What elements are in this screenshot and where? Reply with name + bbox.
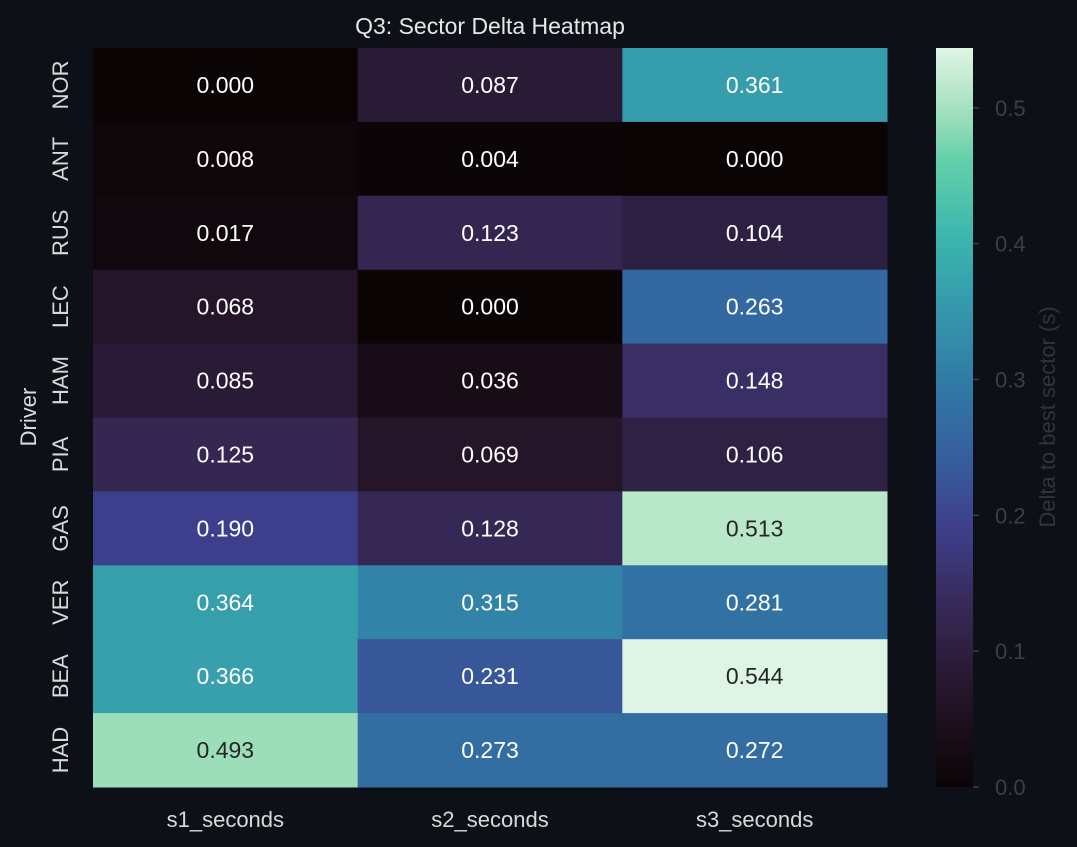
y-tick-label: HAM [48, 356, 73, 405]
cell-value-label: 0.544 [726, 663, 784, 689]
heatmap-cell [622, 639, 888, 714]
y-tick-label: NOR [48, 61, 73, 110]
heatmap-cell [357, 713, 623, 788]
y-tick-label: BEA [48, 654, 73, 698]
heatmap-cell [93, 121, 359, 197]
heatmap-cell [93, 491, 359, 566]
colorbar-tick-label: 0.3 [995, 367, 1026, 392]
cell-value-label: 0.125 [197, 441, 255, 467]
x-axis-ticks: s1_seconds s2_seconds s3_seconds [167, 807, 814, 832]
heatmap-cell [93, 48, 359, 123]
y-tick-label: HAD [48, 727, 73, 773]
colorbar-tick-label: 0.4 [995, 232, 1026, 257]
heatmap-cell [357, 565, 623, 640]
heatmap-cell [357, 48, 623, 123]
heatmap-cell [357, 639, 623, 714]
y-axis-ticks: NOR ANT RUS LEC HAM PIA GAS VER BEA HAD [48, 61, 73, 774]
cell-value-label: 0.000 [726, 146, 784, 172]
cell-value-label: 0.085 [197, 368, 255, 394]
colorbar-tick-label: 0.5 [995, 96, 1026, 121]
heatmap-cell [93, 565, 359, 640]
colorbar-ticks: 0.0 0.1 0.2 0.3 0.4 0.5 [973, 96, 1026, 800]
cell-value-label: 0.000 [461, 294, 519, 320]
x-tick-label: s1_seconds [167, 807, 284, 832]
y-axis-title: Driver [16, 388, 41, 447]
cell-value-label: 0.087 [461, 72, 519, 98]
cell-value-label: 0.128 [461, 515, 519, 541]
heatmap-cell [622, 491, 888, 566]
cell-value-label: 0.493 [197, 737, 255, 763]
heatmap-cell [93, 269, 359, 345]
cell-value-label: 0.364 [197, 589, 255, 615]
heatmap-cell [622, 565, 888, 640]
cell-value-label: 0.231 [461, 663, 519, 689]
cell-value-label: 0.513 [726, 515, 784, 541]
colorbar-tick-label: 0.0 [995, 775, 1026, 800]
heatmap-cell [357, 417, 623, 492]
y-tick-label: GAS [48, 505, 73, 551]
cell-value-label: 0.106 [726, 441, 784, 467]
y-tick-label: VER [48, 580, 73, 625]
heatmap-cell [93, 343, 359, 418]
y-tick-label: ANT [48, 137, 73, 181]
heatmap-cell [93, 417, 359, 492]
heatmap-cell [622, 713, 888, 788]
heatmap-cell [622, 195, 888, 271]
cell-value-label: 0.068 [197, 294, 255, 320]
x-tick-label: s2_seconds [431, 807, 548, 832]
heatmap-cell [93, 713, 359, 788]
y-tick-label: RUS [48, 210, 73, 256]
cell-value-label: 0.104 [726, 220, 784, 246]
heatmap-cell [622, 121, 888, 197]
heatmap-cell [357, 121, 623, 197]
cell-value-label: 0.190 [197, 515, 255, 541]
heatmap-cell [622, 269, 888, 345]
colorbar-label: Delta to best sector (s) [1035, 306, 1060, 527]
heatmap-cell [622, 343, 888, 418]
y-tick-label: PIA [48, 436, 73, 472]
colorbar-tick-label: 0.2 [995, 503, 1026, 528]
cell-value-label: 0.069 [461, 441, 519, 467]
cell-value-label: 0.036 [461, 368, 519, 394]
cell-value-label: 0.004 [461, 146, 519, 172]
cell-value-label: 0.123 [461, 220, 519, 246]
cell-value-label: 0.148 [726, 368, 784, 394]
x-tick-label: s3_seconds [696, 807, 813, 832]
cell-value-label: 0.272 [726, 737, 784, 763]
heatmap-cell [357, 491, 623, 566]
colorbar [936, 48, 973, 787]
heatmap-cells: 0.000 0.087 0.361 0.008 0.004 0.000 0.017 0.123… [93, 48, 888, 788]
cell-value-label: 0.281 [726, 589, 784, 615]
cell-value-label: 0.263 [726, 294, 784, 320]
heatmap-cell [357, 269, 623, 345]
colorbar-tick-label: 0.1 [995, 639, 1026, 664]
heatmap-cell [622, 417, 888, 492]
heatmap-cell [93, 195, 359, 271]
cell-value-label: 0.315 [461, 589, 519, 615]
cell-value-label: 0.000 [197, 72, 255, 98]
heatmap-cell [93, 639, 359, 714]
heatmap-cell [622, 48, 888, 123]
y-tick-label: LEC [48, 285, 73, 328]
cell-value-label: 0.366 [197, 663, 255, 689]
cell-value-label: 0.017 [197, 220, 255, 246]
chart-title: Q3: Sector Delta Heatmap [355, 13, 625, 39]
cell-value-label: 0.361 [726, 72, 784, 98]
heatmap-cell [357, 343, 623, 418]
heatmap-cell [357, 195, 623, 271]
cell-value-label: 0.273 [461, 737, 519, 763]
cell-value-label: 0.008 [197, 146, 255, 172]
